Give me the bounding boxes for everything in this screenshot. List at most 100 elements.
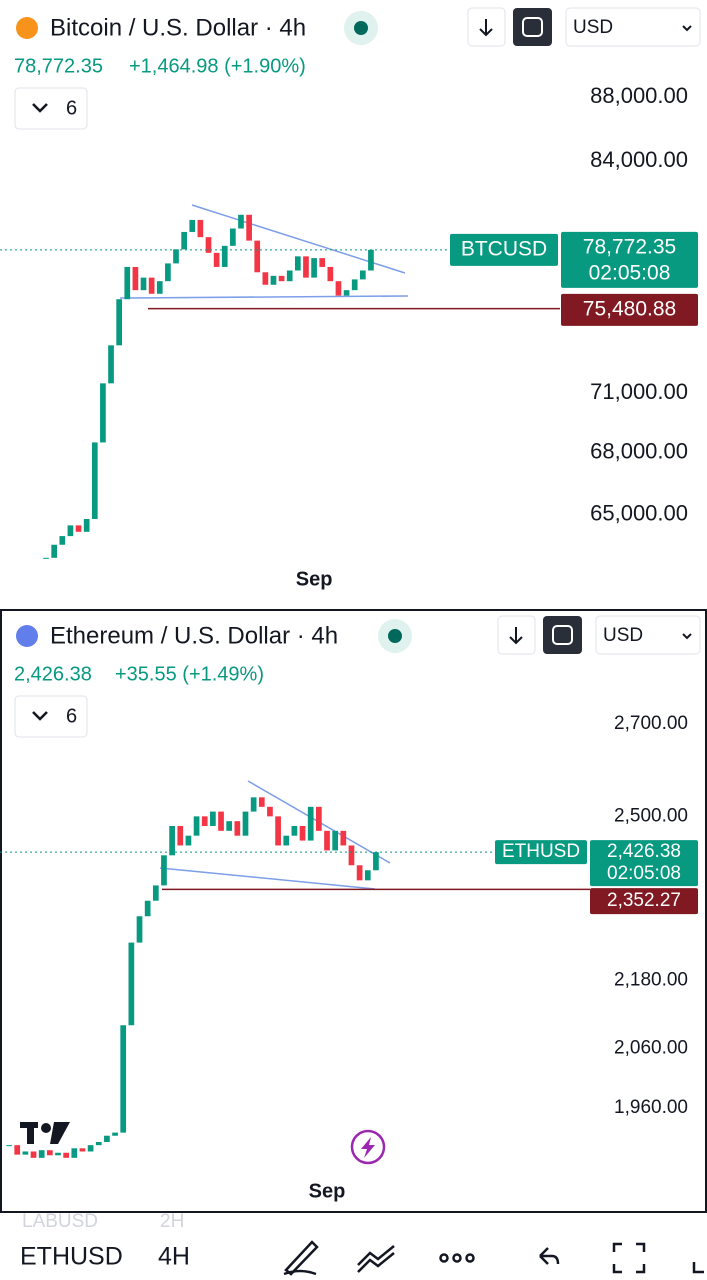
chart-title: Bitcoin / U.S. Dollar · 4h — [50, 14, 306, 41]
y-tick-label: 2,700.00 — [614, 713, 688, 734]
y-tick-label: 2,180.00 — [614, 969, 688, 990]
candle — [100, 383, 106, 443]
candle — [177, 825, 184, 846]
candle — [205, 237, 212, 253]
panel-frame — [0, 609, 707, 1213]
chart-type-icon — [522, 17, 543, 37]
candle — [14, 1145, 21, 1155]
chart-title: Ethereum / U.S. Dollar · 4h — [50, 622, 338, 649]
candle — [79, 1148, 86, 1152]
candle — [173, 249, 179, 264]
candle — [316, 806, 322, 831]
candle — [294, 256, 301, 271]
lightning-button[interactable] — [350, 1129, 386, 1165]
candle — [67, 525, 74, 537]
candle — [356, 865, 363, 881]
candle — [169, 825, 175, 856]
candle — [83, 518, 90, 532]
candle — [299, 825, 306, 841]
candle — [368, 249, 374, 271]
level-box — [561, 293, 698, 326]
y-tick-label: 88,000.00 — [590, 83, 688, 108]
coin-icon — [16, 625, 38, 647]
last-price-header: 78,772.35 — [14, 55, 103, 77]
candle — [373, 852, 379, 871]
status-dot — [354, 21, 368, 35]
candle — [51, 544, 58, 558]
price-change: +35.55 (+1.49%) — [115, 663, 264, 685]
candle — [210, 811, 216, 826]
indicator-count: 6 — [66, 705, 77, 727]
trendline — [119, 295, 409, 299]
candle — [218, 811, 224, 831]
fullscreen-button[interactable] — [612, 1242, 646, 1274]
candle — [254, 240, 261, 273]
indicators-toggle[interactable] — [14, 695, 88, 738]
currency-select[interactable] — [565, 7, 701, 47]
candle — [116, 299, 123, 346]
download-icon — [509, 627, 523, 645]
chart-type-button[interactable] — [543, 616, 582, 654]
last-price-box — [590, 840, 698, 887]
draw-button[interactable] — [283, 1240, 319, 1276]
indicators-button[interactable] — [357, 1245, 395, 1273]
level-label: 75,480.88 — [583, 297, 676, 320]
more-button[interactable] — [439, 1253, 475, 1263]
trendlines — [119, 204, 409, 890]
countdown: 02:05:08 — [607, 863, 681, 884]
recent-symbol[interactable]: LABUSD — [22, 1211, 98, 1232]
toggle-caret — [32, 711, 48, 721]
candle — [112, 1132, 118, 1136]
candle — [181, 231, 187, 250]
symbol-button[interactable]: ETHUSD — [20, 1243, 123, 1271]
indicators-toggle[interactable] — [14, 87, 88, 130]
candle — [120, 1025, 127, 1133]
candle — [351, 279, 358, 291]
currency: USD — [603, 625, 643, 646]
candle — [291, 825, 298, 836]
candle — [242, 811, 249, 836]
candle — [148, 277, 155, 294]
candle — [87, 1145, 94, 1152]
candle — [156, 281, 163, 294]
status-dot — [388, 629, 402, 643]
candle — [63, 1152, 69, 1158]
candle — [132, 266, 139, 291]
candle — [343, 290, 350, 296]
candle — [221, 245, 228, 267]
candle — [283, 835, 290, 846]
y-tick-label: 2,500.00 — [614, 805, 688, 826]
candle — [213, 252, 220, 267]
candle — [152, 885, 159, 901]
candle — [303, 256, 309, 278]
chart-type-button[interactable] — [513, 8, 552, 46]
last-price-header: 2,426.38 — [14, 663, 92, 685]
candle — [311, 258, 317, 278]
candle — [185, 835, 192, 846]
y-tick-label: 71,000.00 — [590, 379, 688, 404]
currency-select[interactable] — [595, 615, 701, 655]
candle — [250, 797, 257, 812]
undo-button[interactable] — [539, 1247, 560, 1265]
trendline — [159, 867, 376, 890]
select-caret — [682, 633, 692, 640]
more-tools[interactable] — [692, 1262, 704, 1274]
x-tick-label: Sep — [296, 568, 333, 590]
candle — [55, 1152, 61, 1156]
candle — [364, 870, 371, 881]
indicator-count: 6 — [66, 97, 77, 119]
candle — [327, 266, 334, 282]
candle — [22, 1151, 29, 1155]
download-icon — [479, 19, 493, 37]
toggle-caret — [32, 103, 48, 113]
candle — [104, 1135, 110, 1143]
coin-icon — [16, 17, 38, 39]
candle — [319, 258, 326, 267]
candle — [38, 1150, 45, 1158]
y-tick-label: 1,960.00 — [614, 1097, 688, 1118]
interval-button[interactable]: 4H — [158, 1243, 190, 1271]
recent-interval[interactable]: 2H — [160, 1211, 184, 1232]
chart-type-icon — [552, 625, 573, 645]
candle — [307, 806, 314, 841]
